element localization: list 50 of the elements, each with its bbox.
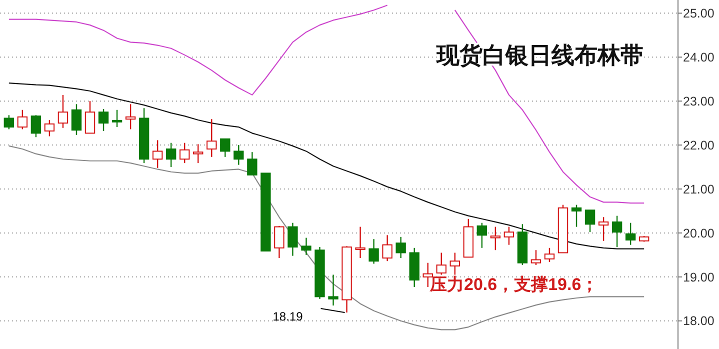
candlestick — [247, 151, 258, 176]
candlestick — [4, 114, 14, 130]
candlestick — [382, 234, 392, 262]
y-tick-label: 23.00 — [683, 94, 714, 108]
candlestick — [504, 226, 514, 246]
candlestick — [490, 226, 501, 251]
candlestick — [598, 216, 609, 242]
candlestick — [328, 274, 338, 306]
candlestick — [450, 252, 460, 276]
y-tick-label: 24.00 — [683, 50, 714, 65]
y-tick-label: 19.00 — [683, 270, 714, 284]
candlestick — [84, 100, 96, 134]
candlestick — [571, 204, 582, 228]
candlestick — [112, 109, 122, 128]
candlestick — [193, 144, 204, 164]
annotation: 压力20.6，支撑19.6； — [429, 275, 598, 294]
candlestick — [166, 142, 176, 168]
annotation: 18.19 — [272, 310, 304, 324]
candlestick — [584, 210, 596, 233]
candlestick — [530, 250, 542, 266]
candlestick — [476, 222, 488, 249]
candlestick — [220, 138, 230, 158]
candlestick — [625, 222, 636, 246]
candlestick — [152, 140, 163, 169]
candlestick — [125, 104, 136, 130]
candlestick — [355, 226, 366, 259]
candlestick — [30, 114, 42, 138]
line-series — [8, 145, 645, 330]
y-tick-label: 21.00 — [683, 182, 714, 196]
y-tick-label: 22.00 — [683, 138, 714, 152]
candlestick — [44, 119, 55, 137]
y-tick-label: 18.00 — [683, 314, 714, 328]
candlestick — [71, 104, 82, 136]
y-tick-label: 25.00 — [683, 6, 714, 21]
candlestick — [58, 94, 68, 129]
candlestick — [206, 118, 217, 158]
candlestick — [234, 144, 244, 166]
candlestick — [544, 247, 555, 263]
candlestick — [274, 225, 284, 259]
candlestick — [288, 222, 298, 256]
line-series — [8, 82, 645, 250]
candlestick — [436, 252, 446, 276]
candlestick — [98, 108, 109, 132]
candlestick — [301, 237, 312, 256]
candlestick — [396, 236, 406, 259]
candlestick — [368, 238, 379, 264]
y-tick-label: 20.00 — [683, 226, 714, 240]
candlestick — [180, 142, 190, 164]
candlestick — [17, 109, 28, 130]
candlestick — [612, 215, 622, 248]
